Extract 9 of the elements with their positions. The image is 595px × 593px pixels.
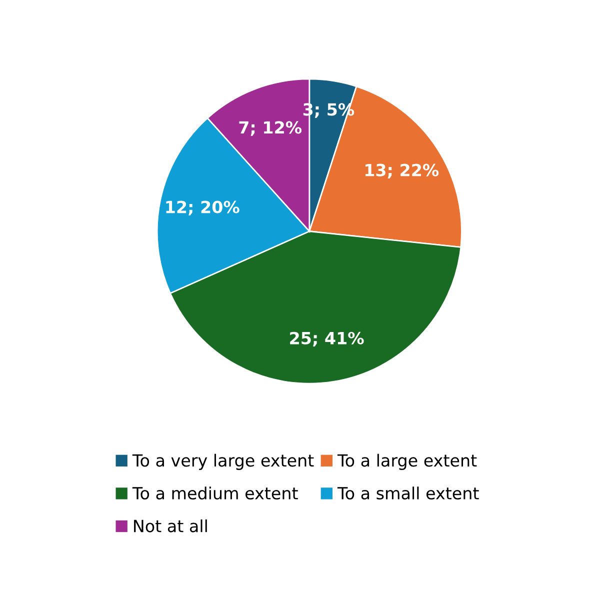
legend-label: To a very large extent: [132, 454, 314, 470]
legend-label: To a small extent: [337, 486, 479, 500]
legend-label: To a large extent: [337, 454, 477, 470]
legend-label: Not at all: [134, 519, 207, 532]
data-label: 12; 20%: [166, 200, 240, 216]
data-label: 25; 41%: [290, 332, 364, 347]
legend-label: To a medium extent: [132, 486, 298, 500]
data-label: 7; 12%: [239, 121, 302, 136]
data-label: 13; 22%: [365, 164, 439, 179]
